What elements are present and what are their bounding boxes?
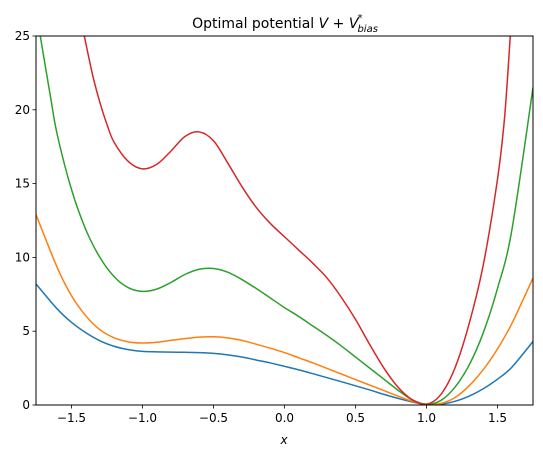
series-line-2 [39, 36, 533, 405]
y-tick-label: 0 [22, 398, 30, 412]
x-axis-label: x [279, 433, 288, 447]
y-tick-label: 15 [15, 177, 30, 191]
x-tick-label: 0.0 [275, 411, 294, 425]
series-line-0 [36, 283, 533, 405]
y-axis: 0 5 10 15 20 25 [15, 29, 36, 412]
plot-frame [35, 35, 534, 406]
series-line-3 [83, 36, 512, 405]
series-line-1 [36, 214, 533, 405]
x-tick-label: −1.5 [57, 411, 86, 425]
y-tick-label: 5 [22, 324, 30, 338]
chart-title: Optimal potential V + V* bias [192, 13, 378, 35]
x-axis: −1.5 −1.0 −0.5 0.0 0.5 1.0 1.5 [57, 405, 507, 425]
x-tick-label: 1.0 [417, 411, 436, 425]
x-tick-label: 0.5 [346, 411, 365, 425]
x-tick-label: 1.5 [488, 411, 507, 425]
y-tick-label: 10 [15, 250, 30, 264]
y-tick-label: 25 [15, 29, 30, 43]
x-tick-label: −0.5 [199, 411, 228, 425]
x-tick-label: −1.0 [128, 411, 157, 425]
y-tick-label: 20 [15, 103, 30, 117]
series-layer [36, 36, 533, 405]
